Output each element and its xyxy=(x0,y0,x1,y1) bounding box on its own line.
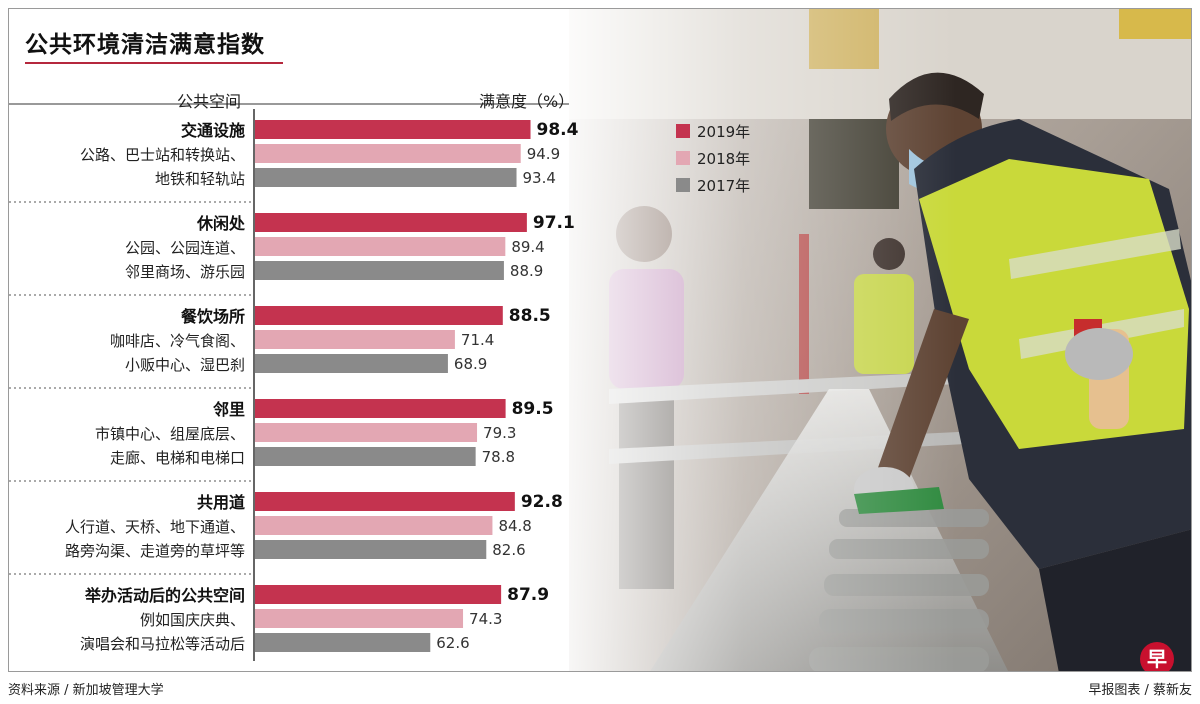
category-desc-5-0: 例如国庆庆典、 xyxy=(140,611,245,629)
category-label-3: 邻里 xyxy=(213,400,245,419)
bar-5-1 xyxy=(255,609,464,628)
category-label-2: 餐饮场所 xyxy=(180,307,245,326)
bar-2-0 xyxy=(255,306,503,325)
bar-5-2 xyxy=(255,633,431,652)
bar-2-1 xyxy=(255,330,455,349)
value-label-3-0: 89.5 xyxy=(512,399,554,419)
legend-label-0: 2019年 xyxy=(697,123,750,141)
bar-4-1 xyxy=(255,516,493,535)
value-label-2-2: 68.9 xyxy=(454,355,487,373)
bar-4-0 xyxy=(255,492,515,511)
value-label-4-1: 84.8 xyxy=(498,517,531,535)
bar-1-0 xyxy=(255,213,527,232)
legend-swatch-1 xyxy=(676,151,690,165)
value-label-5-1: 74.3 xyxy=(469,610,502,628)
value-label-2-0: 88.5 xyxy=(509,306,551,326)
category-desc-2-0: 咖啡店、冷气食阁、 xyxy=(110,332,245,350)
value-label-2-1: 71.4 xyxy=(461,331,494,349)
category-desc-0-0: 公路、巴士站和转换站、 xyxy=(80,146,245,164)
value-label-3-1: 79.3 xyxy=(483,424,516,442)
zaobao-logo: 早 xyxy=(1140,642,1174,671)
bar-3-2 xyxy=(255,447,476,466)
bar-4-2 xyxy=(255,540,487,559)
value-label-3-2: 78.8 xyxy=(482,448,515,466)
category-desc-3-0: 市镇中心、组屋底层、 xyxy=(95,425,245,443)
value-label-0-2: 93.4 xyxy=(523,169,556,187)
value-label-1-2: 88.9 xyxy=(510,262,543,280)
bar-3-0 xyxy=(255,399,506,418)
bar-1-2 xyxy=(255,261,504,280)
value-label-1-1: 89.4 xyxy=(511,238,544,256)
credit-note: 早报图表 / 蔡新友 xyxy=(1088,683,1192,698)
bar-2-2 xyxy=(255,354,448,373)
value-label-5-2: 62.6 xyxy=(436,634,469,652)
bar-3-1 xyxy=(255,423,478,442)
chart-title: 公共环境清洁满意指数 xyxy=(25,32,265,58)
category-desc-4-1: 路旁沟渠、走道旁的草坪等 xyxy=(65,542,245,560)
value-label-0-1: 94.9 xyxy=(527,145,560,163)
category-desc-3-1: 走廊、电梯和电梯口 xyxy=(110,449,245,467)
legend-swatch-0 xyxy=(676,124,690,138)
category-label-1: 休闲处 xyxy=(196,214,246,233)
value-column-header: 满意度（%） xyxy=(479,92,575,111)
legend-label-2: 2017年 xyxy=(697,177,750,195)
value-label-5-0: 87.9 xyxy=(507,585,549,605)
category-label-4: 共用道 xyxy=(197,493,245,512)
category-desc-4-0: 人行道、天桥、地下通道、 xyxy=(65,518,245,536)
value-label-1-0: 97.1 xyxy=(533,213,575,233)
category-label-5: 举办活动后的公共空间 xyxy=(84,586,245,605)
legend-swatch-2 xyxy=(676,178,690,192)
bar-0-1 xyxy=(255,144,521,163)
category-desc-1-0: 公园、公园连道、 xyxy=(125,239,245,257)
bar-0-0 xyxy=(255,120,531,139)
background-photo xyxy=(9,9,1191,671)
legend-label-1: 2018年 xyxy=(697,150,750,168)
title-underline xyxy=(25,62,283,64)
value-label-0-0: 98.4 xyxy=(537,120,579,140)
category-column-header: 公共空间 xyxy=(177,92,242,111)
category-desc-5-1: 演唱会和马拉松等活动后 xyxy=(80,635,245,653)
category-label-0: 交通设施 xyxy=(181,121,245,140)
category-desc-1-1: 邻里商场、游乐园 xyxy=(125,263,245,281)
infographic-frame: 交通设施公路、巴士站和转换站、地铁和轻轨站 98.4 94.9 93.4 休闲处公园、公… xyxy=(8,8,1192,672)
bar-5-0 xyxy=(255,585,502,604)
bar-1-1 xyxy=(255,237,506,256)
value-label-4-0: 92.8 xyxy=(521,492,563,512)
source-note: 资料来源 / 新加坡管理大学 xyxy=(8,683,164,698)
value-label-4-2: 82.6 xyxy=(492,541,525,559)
bar-0-2 xyxy=(255,168,517,187)
category-desc-2-1: 小贩中心、湿巴刹 xyxy=(125,356,245,374)
category-desc-0-1: 地铁和轻轨站 xyxy=(155,170,245,188)
